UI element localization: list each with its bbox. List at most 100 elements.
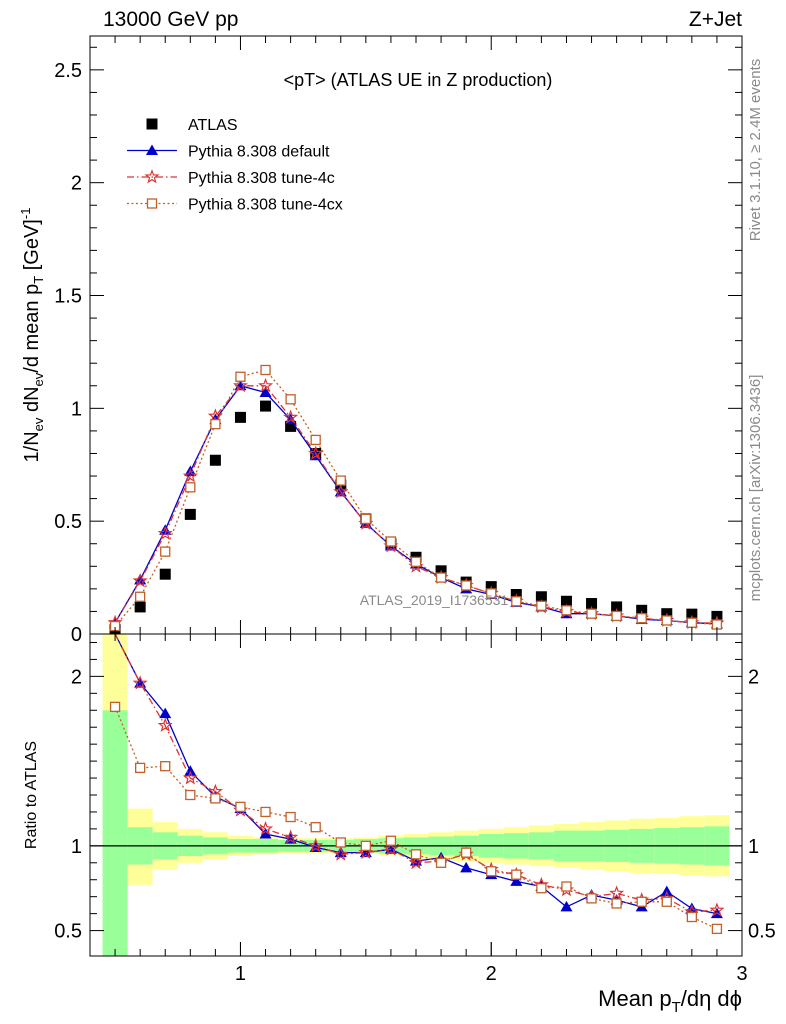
main-data-point xyxy=(283,409,299,424)
ratio-data-point xyxy=(560,900,573,912)
main-series-line xyxy=(114,385,717,625)
ratio-series-line xyxy=(114,706,718,930)
main-panel: 0 0.5 1 1.5 2 2.5 <pT> (ATLAS UE in Z product… xyxy=(18,35,743,646)
ratio-data-point xyxy=(511,869,522,880)
ratio-data-point xyxy=(686,911,697,923)
main-series-line xyxy=(114,369,717,627)
ratio-data-point xyxy=(132,675,148,690)
x-axis-label: Mean pT/dη dϕ xyxy=(598,986,742,1016)
main-data-point xyxy=(486,588,497,599)
legend-label: ATLAS xyxy=(188,117,238,134)
ratio-y-axis-label: Ratio to ATLAS xyxy=(23,741,40,849)
ratio-data-point xyxy=(308,837,324,853)
legend-marker xyxy=(144,169,160,184)
ratio-series-line xyxy=(114,633,718,915)
legend-label: Pythia 8.308 default xyxy=(188,144,330,161)
x-tick-label: 2 xyxy=(486,963,497,985)
main-data-point xyxy=(535,591,547,603)
main-y-tick-label: 1 xyxy=(71,398,82,420)
ratio-data-point xyxy=(109,701,121,713)
mcplots-label: mcplots.cern.ch [arXiv:1306.3436] xyxy=(747,375,764,602)
main-y-tick-label: 0 xyxy=(71,624,82,646)
ratio-data-point xyxy=(709,902,725,917)
rivet-label: Rivet 3.1.10, ≥ 2.4M events xyxy=(747,59,764,242)
main-data-point xyxy=(184,508,196,520)
main-series-3 xyxy=(109,364,723,632)
ratio-data-point xyxy=(586,893,597,904)
ratio-frame xyxy=(89,633,743,957)
ratio-y-tick-label: 2 xyxy=(71,666,82,688)
main-data-point xyxy=(636,613,647,624)
ratio-data-point xyxy=(159,707,172,719)
ratio-panel: 0.5 0.5 1 1 2 2 1 2 3 Ratio to ATLAS Mean pT/dη … xyxy=(23,633,776,1016)
ratio-data-point xyxy=(661,896,672,907)
ratio-data-point xyxy=(711,923,723,935)
main-data-point xyxy=(686,608,698,620)
main-data-point xyxy=(235,371,246,382)
main-data-point xyxy=(285,420,297,432)
main-data-point xyxy=(536,600,547,611)
analysis-watermark: ATLAS_2019_I1736531 xyxy=(360,592,509,608)
main-data-point xyxy=(182,468,198,483)
ratio-data-point xyxy=(461,847,472,858)
ratio-data-point xyxy=(260,806,271,818)
main-data-point xyxy=(586,608,597,619)
header-left: 13000 GeV pp xyxy=(103,8,238,31)
ratio-data-point xyxy=(408,854,424,870)
main-data-point xyxy=(260,364,271,376)
main-series-2 xyxy=(107,377,725,630)
legend-marker xyxy=(146,144,158,155)
ratio-series-2 xyxy=(109,701,723,935)
main-data-point xyxy=(335,475,346,486)
ratio-data-point xyxy=(235,801,246,813)
ratio-data-point xyxy=(310,822,321,833)
legend-marker xyxy=(146,198,158,209)
ratio-data-point xyxy=(435,857,447,868)
legend-item: Pythia 8.308 tune-4c xyxy=(127,169,335,187)
legend: ATLAS Pythia 8.308 default Pythia 8.308 tu… xyxy=(127,117,343,214)
main-y-tick-label: 0.5 xyxy=(54,511,82,533)
main-data-point xyxy=(561,605,572,616)
ratio-data-point xyxy=(258,820,274,836)
x-tick-label: 3 xyxy=(736,963,747,985)
main-data-point xyxy=(210,418,221,430)
main-data-point xyxy=(560,595,572,607)
main-data-point xyxy=(260,400,272,412)
ratio-series-line xyxy=(114,633,717,913)
ratio-uncertainty-bands xyxy=(90,634,742,956)
header-right: Z+Jet xyxy=(689,8,742,31)
main-data-point xyxy=(686,617,697,628)
ratio-y-tick-label: 1 xyxy=(71,836,82,858)
main-data-point xyxy=(134,601,146,613)
main-data-point xyxy=(435,572,447,583)
ratio-data-point xyxy=(185,789,196,801)
ratio-data-point xyxy=(259,827,272,839)
ratio-data-point xyxy=(360,840,371,851)
main-data-point xyxy=(159,568,171,580)
main-series-line xyxy=(114,385,717,624)
ratio-data-point xyxy=(510,875,523,886)
main-data-point xyxy=(160,546,171,557)
ratio-series-1 xyxy=(114,633,725,919)
main-data-point xyxy=(232,377,248,393)
ratio-data-point xyxy=(157,717,173,732)
main-data-point xyxy=(135,591,146,602)
legend-item: ATLAS xyxy=(146,117,238,134)
ratio-y-tick-label: 0.5 xyxy=(54,921,82,943)
main-axes: 0 0.5 1 1.5 2 2.5 xyxy=(54,36,742,646)
ratio-data-point xyxy=(285,811,296,823)
main-data-point xyxy=(308,445,324,460)
main-data-point xyxy=(333,483,349,499)
legend-marker xyxy=(146,118,158,130)
ratio-y-tick-label-right: 0.5 xyxy=(748,921,776,943)
main-y-tick-label: 2 xyxy=(71,173,82,195)
main-y-axis-label: 1/Nev dNev/d mean pT [GeV]-1 xyxy=(18,208,46,463)
legend-label: Pythia 8.308 tune-4cx xyxy=(188,197,343,214)
ratio-data-point xyxy=(210,793,221,804)
main-y-tick-label: 2.5 xyxy=(54,60,82,82)
main-data-point xyxy=(185,482,196,493)
ratio-data-point xyxy=(160,761,171,772)
x-tick-label: 1 xyxy=(235,963,246,985)
ratio-data-point xyxy=(609,885,625,900)
